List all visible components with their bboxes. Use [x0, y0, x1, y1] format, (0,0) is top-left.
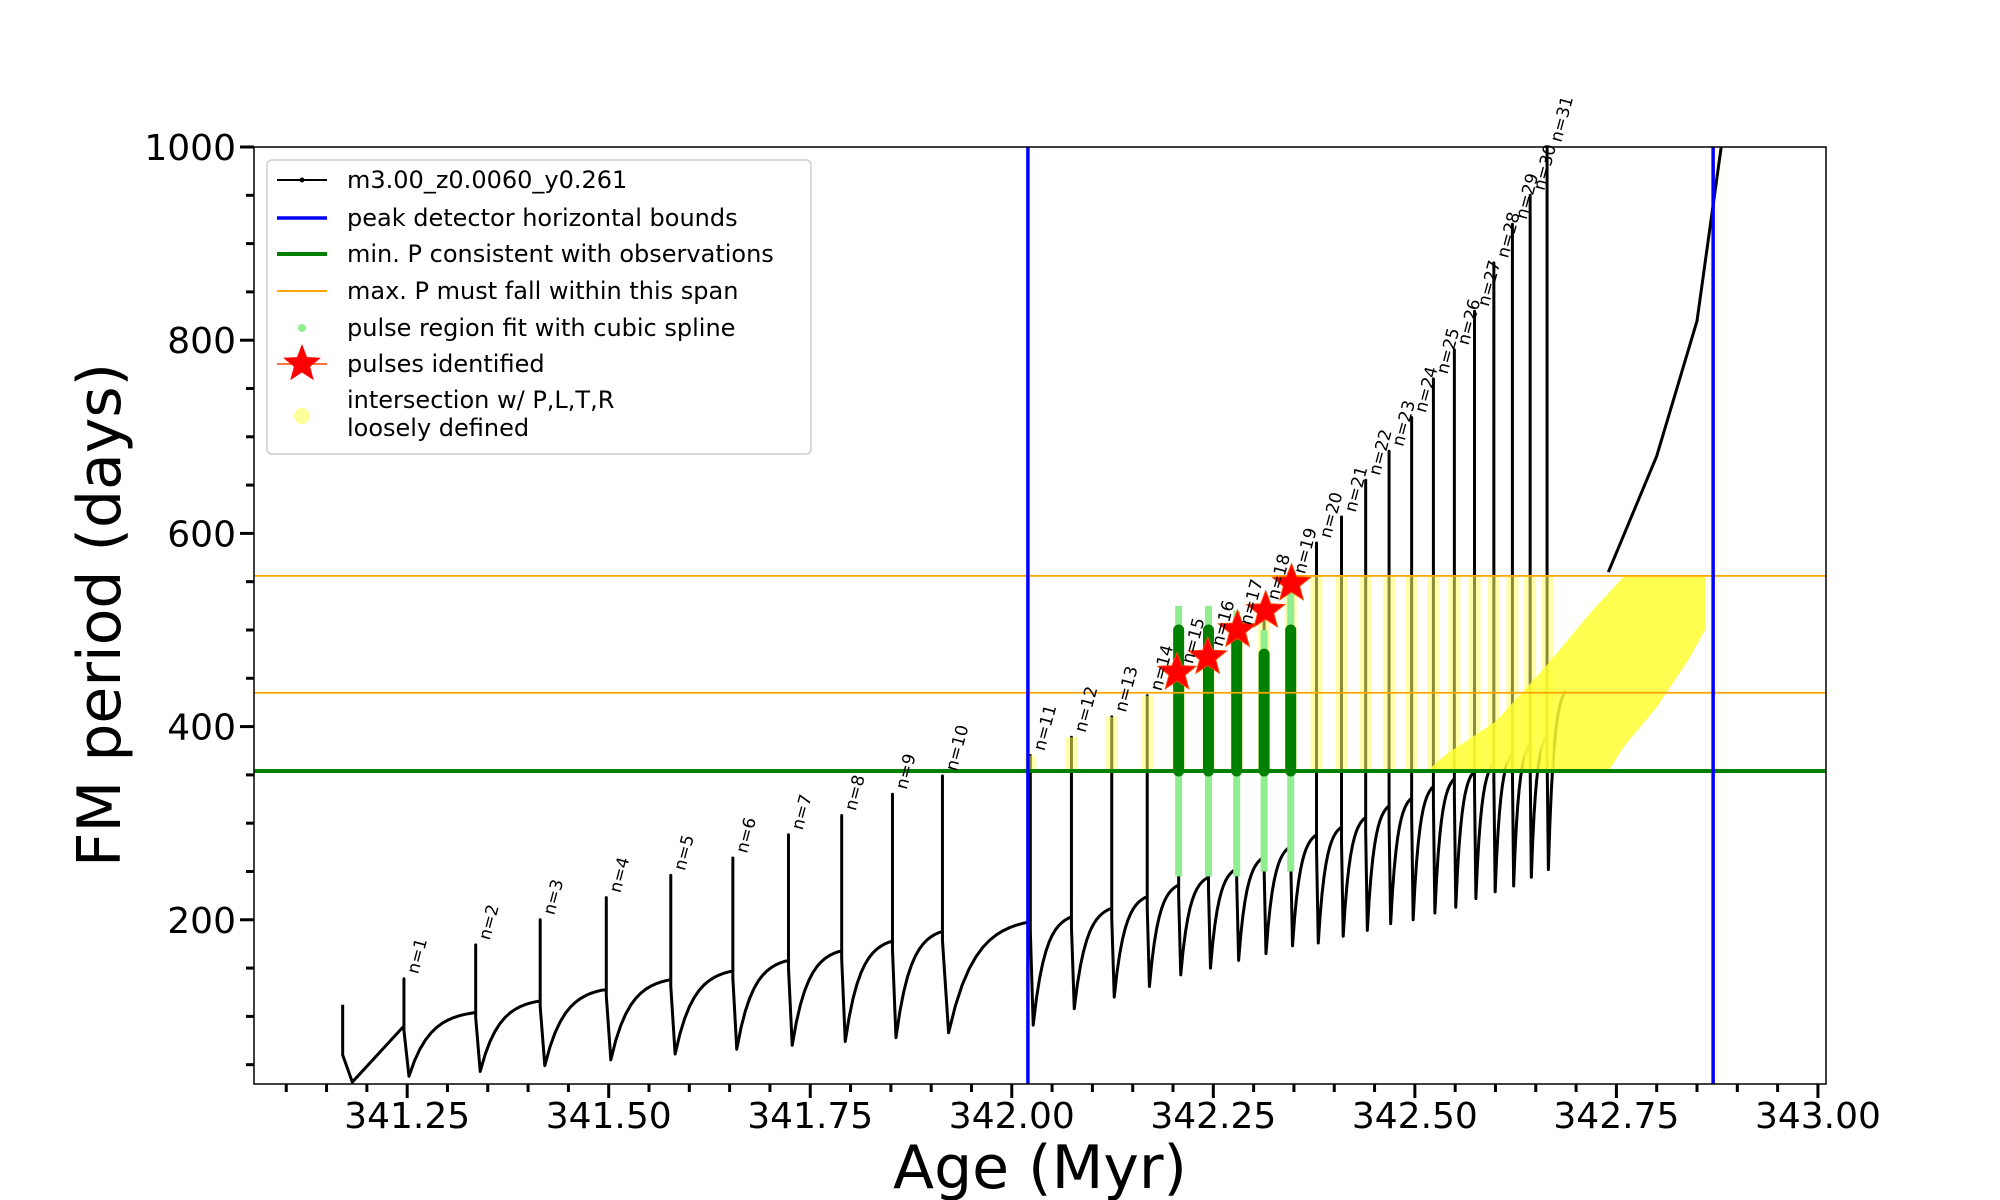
legend-label: min. P consistent with observations: [347, 240, 774, 268]
x-tick-label: 342.50: [1352, 1096, 1478, 1137]
y-tick-label: 800: [167, 321, 236, 362]
intersection-band: [1359, 575, 1372, 772]
intersection-band: [1024, 755, 1037, 772]
y-tick-label: 1000: [144, 128, 236, 169]
legend-swatch-intersection: [294, 408, 310, 424]
intersection-band: [1105, 716, 1118, 772]
x-tick-label: 342.75: [1553, 1096, 1679, 1137]
legend-swatch-spline: [298, 324, 306, 332]
intersection-band: [1141, 695, 1154, 772]
y-tick-label: 400: [167, 708, 236, 749]
x-tick-label: 341.50: [546, 1096, 672, 1137]
intersection-band: [1310, 575, 1323, 772]
x-tick-label: 342.00: [949, 1096, 1075, 1137]
intersection-band: [1405, 575, 1418, 772]
pulse-identified-star: [1156, 651, 1198, 690]
intersection-band: [1383, 575, 1396, 772]
intersection-band: [1335, 575, 1348, 772]
x-tick-label: 341.75: [747, 1096, 873, 1137]
intersection-band: [1427, 575, 1440, 772]
track-line: [402, 147, 1567, 1078]
legend-label: loosely defined: [347, 414, 529, 442]
legend-label: pulses identified: [347, 350, 545, 378]
pulse-identified-star: [1217, 608, 1258, 648]
y-tick-label: 600: [167, 514, 236, 555]
x-axis-title: Age (Myr): [893, 1133, 1187, 1200]
x-tick-label: 342.25: [1150, 1096, 1276, 1137]
y-axis-title: FM period (days): [65, 363, 135, 867]
plot-frame: [253, 146, 1827, 1085]
x-tick-label: 341.25: [344, 1096, 470, 1137]
legend-label: intersection w/ P,L,T,R: [347, 386, 614, 414]
intersection-band: [1468, 575, 1481, 772]
legend-label: max. P must fall within this span: [347, 277, 738, 305]
pulse-identified-star: [1271, 562, 1312, 601]
pulse-label: n=31: [1547, 94, 1578, 144]
intersection-cloud: [1426, 575, 1706, 772]
x-tick-label: 343.00: [1755, 1096, 1881, 1137]
legend-swatch-track-dot: [299, 177, 305, 183]
pulse-identified-star: [1187, 635, 1229, 675]
legend-label: peak detector horizontal bounds: [347, 204, 738, 232]
legend-box: [266, 159, 812, 455]
pulse-identified-star: [1245, 589, 1287, 629]
intersection-band: [1448, 575, 1461, 772]
intersection-band: [1065, 737, 1078, 772]
track-initial: [341, 1004, 406, 1084]
track-tail: [1606, 147, 1723, 573]
legend-label: m3.00_z0.0060_y0.261: [347, 166, 627, 194]
y-tick-label: 200: [167, 901, 236, 942]
legend-label: pulse region fit with cubic spline: [347, 314, 735, 342]
legend-swatch-star: [283, 344, 321, 381]
